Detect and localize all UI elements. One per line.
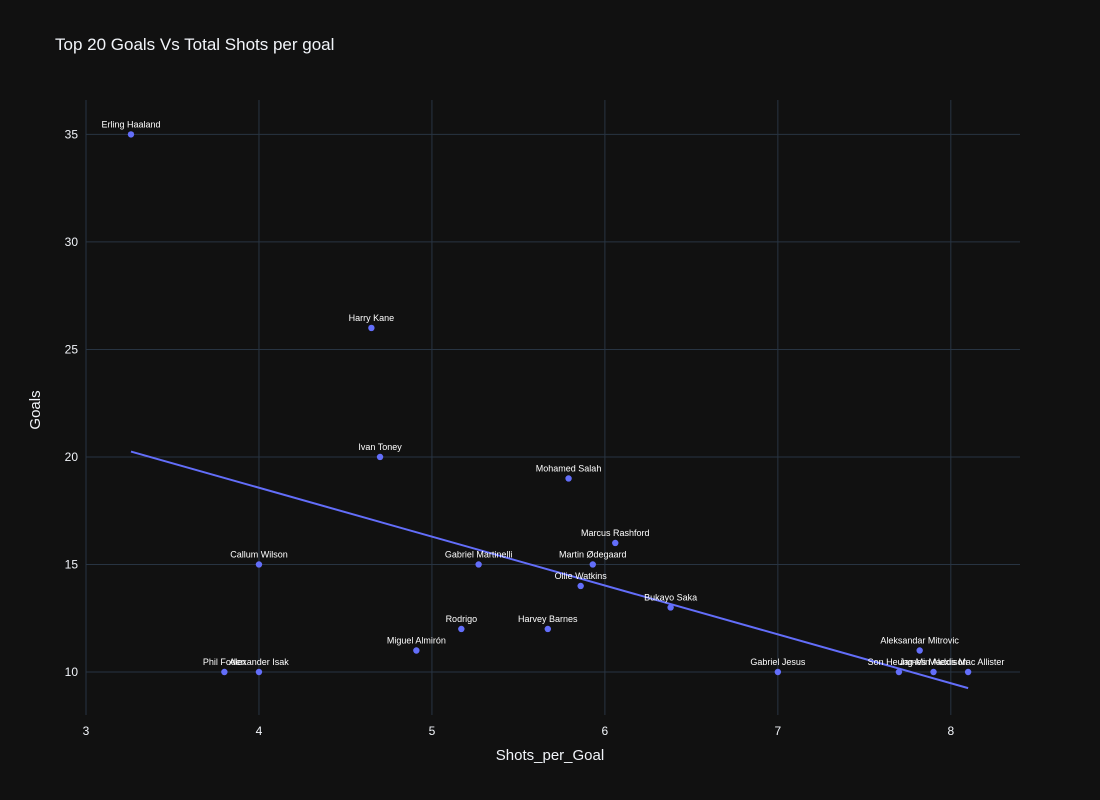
trendline-group — [130, 450, 969, 690]
point-label: Phil Foden — [203, 657, 246, 667]
point-label: James Maddison — [899, 657, 967, 667]
point-label: Ivan Toney — [358, 442, 402, 452]
point-label: Harry Kane — [349, 313, 395, 323]
point-label: Ollie Watkins — [555, 571, 608, 581]
data-point[interactable] — [895, 668, 903, 676]
y-tick-label: 10 — [65, 665, 79, 679]
y-axis-ticks: 10 15 20 25 30 35 — [65, 127, 79, 679]
x-tick-label: 8 — [947, 724, 954, 738]
data-point[interactable] — [667, 604, 674, 611]
point-labels: Erling Haaland Harry Kane Ivan Toney Mohame… — [101, 119, 1004, 667]
data-point[interactable] — [964, 668, 972, 676]
chart-title: Top 20 Goals Vs Total Shots per goal — [55, 35, 334, 54]
data-point[interactable] — [413, 647, 420, 654]
point-label: Gabriel Martinelli — [445, 549, 513, 559]
data-point[interactable] — [544, 625, 552, 633]
data-point[interactable] — [255, 668, 263, 676]
y-tick-label: 20 — [65, 450, 79, 464]
point-label: Erling Haaland — [101, 119, 160, 129]
data-point[interactable] — [916, 647, 923, 654]
x-axis-title: Shots_per_Goal — [496, 747, 604, 764]
y-axis-title: Goals — [27, 390, 44, 429]
point-label: Alexis Mac Allister — [932, 657, 1005, 667]
point-label: Marcus Rashford — [581, 528, 650, 538]
point-label: Aleksandar Mitrovic — [880, 635, 959, 645]
x-tick-label: 6 — [602, 724, 609, 738]
point-label: Alexander Isak — [229, 657, 289, 667]
data-point[interactable] — [376, 453, 384, 461]
data-point[interactable] — [565, 475, 572, 482]
data-point[interactable] — [589, 561, 596, 568]
data-point[interactable] — [612, 539, 619, 547]
point-label: Mohamed Salah — [536, 463, 602, 473]
point-label: Rodrigo — [446, 614, 478, 624]
trendline — [130, 450, 969, 690]
y-tick-label: 25 — [65, 342, 79, 356]
y-tick-label: 35 — [65, 127, 79, 141]
x-axis-ticks: 3 4 5 6 7 8 — [83, 724, 955, 738]
y-tick-label: 30 — [65, 235, 79, 249]
data-point[interactable] — [930, 668, 937, 676]
x-tick-label: 3 — [83, 724, 90, 738]
data-point[interactable] — [774, 668, 782, 676]
grid — [85, 100, 1020, 715]
data-point[interactable] — [577, 582, 584, 590]
data-points — [127, 131, 972, 676]
point-label: Son Heung-Min — [868, 657, 931, 667]
point-label: Bukayo Saka — [644, 592, 697, 602]
point-label: Miguel Almirón — [387, 635, 446, 645]
point-label: Martin Ødegaard — [559, 549, 627, 559]
x-tick-label: 5 — [429, 724, 436, 738]
x-tick-label: 4 — [256, 724, 263, 738]
data-point[interactable] — [368, 324, 375, 332]
point-label: Harvey Barnes — [518, 614, 578, 624]
point-label: Gabriel Jesus — [750, 657, 806, 667]
y-tick-label: 15 — [65, 557, 79, 571]
data-point[interactable] — [475, 561, 482, 568]
x-tick-label: 7 — [775, 724, 782, 738]
point-label: Callum Wilson — [230, 549, 288, 559]
data-point[interactable] — [127, 131, 135, 138]
data-point[interactable] — [221, 668, 228, 676]
data-point[interactable] — [458, 625, 465, 633]
data-point[interactable] — [255, 561, 263, 568]
